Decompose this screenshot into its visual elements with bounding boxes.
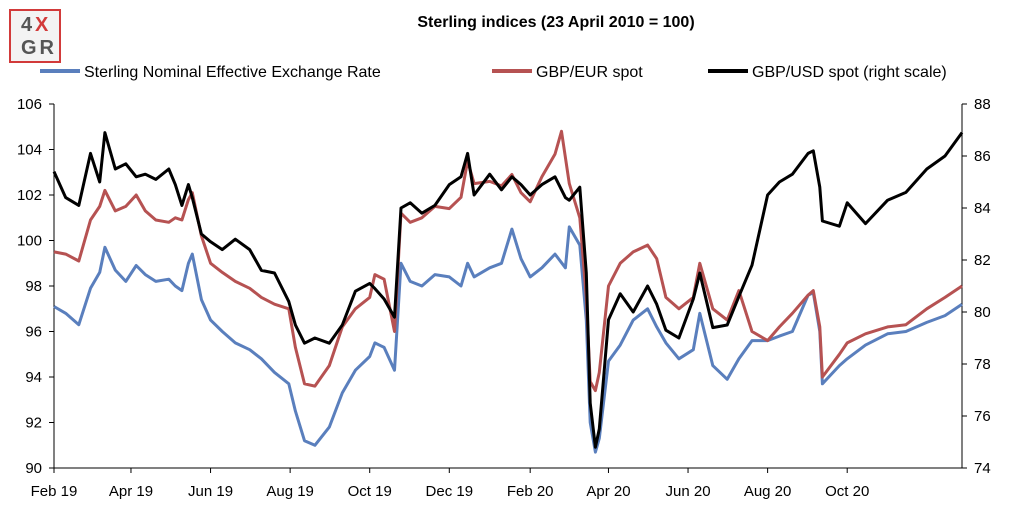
right-tick-label: 86 [974, 148, 991, 165]
right-tick-label: 80 [974, 304, 991, 321]
axes: 90 92 94 96 98 100 102 104 106 74 76 78 80 82 84 86 88 Fe… [17, 96, 991, 500]
left-tick-label: 102 [17, 187, 42, 204]
right-tick-label: 88 [974, 96, 991, 113]
logo-gr: GR [21, 37, 57, 59]
right-tick-label: 74 [974, 460, 991, 477]
x-tick-label: Feb 19 [31, 483, 78, 500]
x-tick-label: Feb 20 [507, 483, 554, 500]
series-layer [52, 129, 964, 454]
legend-label-2: GBP/EUR spot [536, 64, 643, 81]
legend-label-1: Sterling Nominal Effective Exchange Rate [84, 64, 381, 81]
right-tick-label: 84 [974, 200, 991, 217]
x-tick-label: Oct 19 [348, 483, 392, 500]
left-tick-label: 90 [25, 460, 42, 477]
left-tick-label: 92 [25, 415, 42, 432]
series-line-1 [53, 225, 963, 454]
x-tick-label: Aug 20 [744, 483, 792, 500]
left-tick-label: 106 [17, 96, 42, 113]
4xgr-logo: 4 X GR [9, 9, 61, 63]
chart-title: Sterling indices (23 April 2010 = 100) [417, 14, 694, 31]
logo-x: X [35, 14, 49, 36]
right-tick-label: 78 [974, 356, 991, 373]
legend-label-3: GBP/USD spot (right scale) [752, 64, 947, 81]
right-tick-label: 82 [974, 252, 991, 269]
left-tick-label: 94 [25, 369, 42, 386]
left-tick-label: 100 [17, 233, 42, 250]
x-tick-label: Oct 20 [825, 483, 869, 500]
logo-four: 4 [21, 14, 33, 36]
right-tick-label: 76 [974, 408, 991, 425]
left-tick-label: 96 [25, 324, 42, 341]
left-tick-label: 104 [17, 142, 42, 159]
x-tick-label: Dec 19 [426, 483, 474, 500]
legend: Sterling Nominal Effective Exchange Rate… [40, 64, 947, 81]
x-tick-label: Aug 19 [266, 483, 314, 500]
left-tick-label: 98 [25, 278, 42, 295]
series-line-3 [52, 131, 964, 449]
x-tick-label: Jun 20 [666, 483, 711, 500]
x-tick-label: Jun 19 [188, 483, 233, 500]
x-tick-label: Apr 19 [109, 483, 153, 500]
x-tick-label: Apr 20 [586, 483, 630, 500]
